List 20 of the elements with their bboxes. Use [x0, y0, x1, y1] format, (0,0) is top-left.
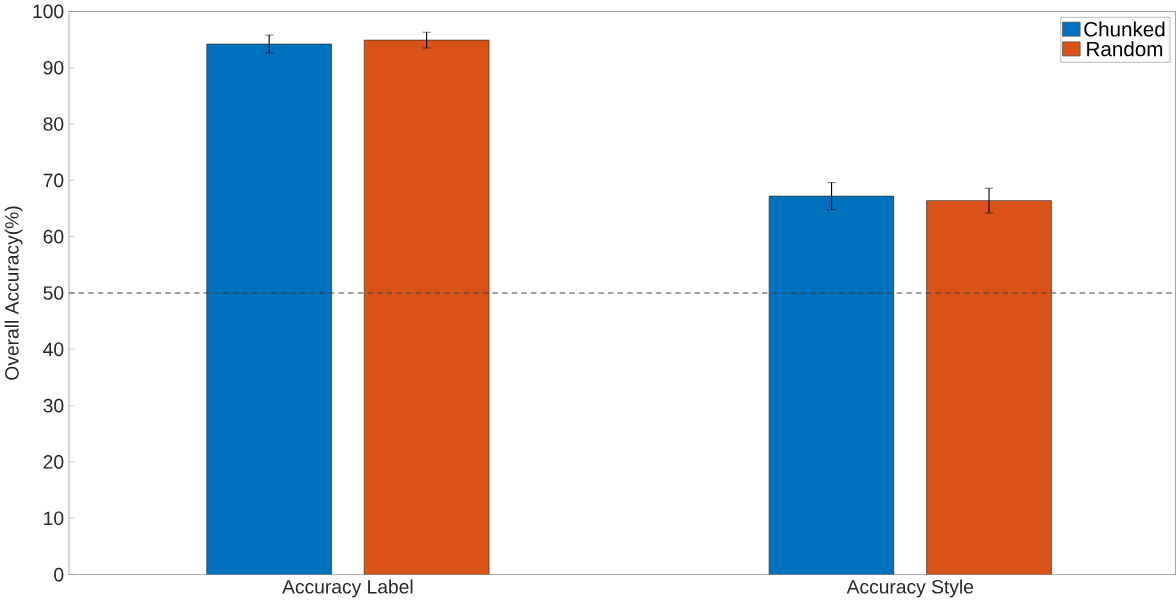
legend-label: Chunked [1084, 21, 1165, 37]
y-tick-label: 30 [43, 398, 64, 413]
y-axis-title: Overall Accuracy(%) [4, 206, 23, 380]
y-tick-label: 50 [43, 286, 64, 300]
y-tick-label: 20 [43, 455, 64, 469]
legend-label: Random [1087, 41, 1163, 57]
y-tick-label: 0 [54, 567, 64, 582]
bar [206, 43, 332, 575]
y-tick-label: 80 [43, 117, 64, 131]
y-tick-label: 10 [44, 511, 64, 526]
y-tick-label: 90 [43, 60, 64, 75]
y-tick-label: 60 [43, 229, 64, 244]
bar [768, 195, 895, 575]
bar [926, 200, 1052, 575]
bar [363, 39, 490, 575]
y-tick-label: 100 [33, 4, 64, 19]
y-tick-label: 70 [43, 173, 64, 188]
x-tick-label: Accuracy Label [282, 579, 413, 598]
x-tick-label: Accuracy Style [846, 579, 974, 598]
y-tick-label: 40 [43, 342, 64, 357]
